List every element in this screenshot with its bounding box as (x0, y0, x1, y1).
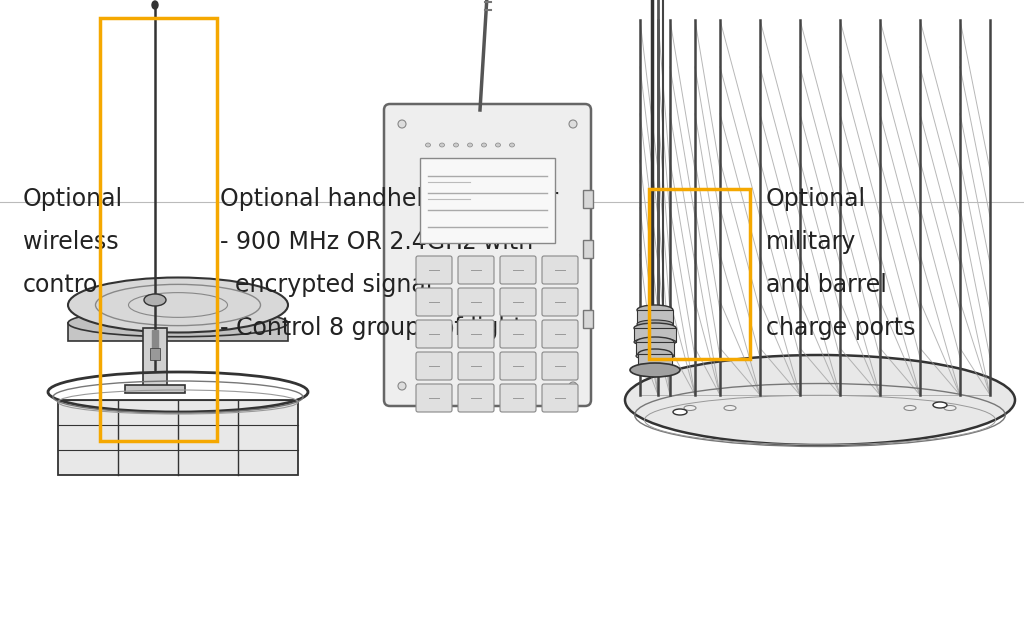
Ellipse shape (637, 305, 673, 315)
Bar (150, 348, 160, 360)
FancyBboxPatch shape (458, 256, 494, 284)
Bar (636, 342, 674, 356)
Bar (583, 310, 593, 328)
Ellipse shape (944, 406, 956, 410)
FancyBboxPatch shape (542, 288, 578, 316)
Ellipse shape (152, 1, 158, 9)
FancyBboxPatch shape (458, 288, 494, 316)
Ellipse shape (636, 352, 674, 360)
Bar (152, 330, 158, 350)
Ellipse shape (510, 143, 514, 147)
Bar (420, 158, 555, 243)
Text: charge ports: charge ports (766, 316, 915, 340)
FancyBboxPatch shape (458, 352, 494, 380)
Ellipse shape (496, 143, 501, 147)
Ellipse shape (636, 337, 674, 347)
Ellipse shape (398, 120, 406, 128)
Bar (583, 240, 593, 258)
Text: wireless: wireless (23, 231, 118, 255)
FancyBboxPatch shape (416, 256, 452, 284)
FancyBboxPatch shape (542, 384, 578, 412)
Text: Optional: Optional (766, 187, 866, 211)
Ellipse shape (144, 294, 166, 306)
Text: military: military (766, 231, 856, 255)
Text: - 900 MHz OR 2.4GHz with: - 900 MHz OR 2.4GHz with (220, 231, 534, 255)
Ellipse shape (630, 363, 680, 377)
Ellipse shape (454, 143, 459, 147)
FancyBboxPatch shape (416, 352, 452, 380)
Ellipse shape (634, 338, 676, 346)
Ellipse shape (634, 323, 676, 333)
Bar (637, 310, 673, 324)
Ellipse shape (426, 143, 430, 147)
FancyBboxPatch shape (500, 320, 536, 348)
FancyBboxPatch shape (416, 320, 452, 348)
Ellipse shape (569, 120, 577, 128)
Ellipse shape (904, 406, 916, 410)
Ellipse shape (68, 309, 288, 337)
FancyBboxPatch shape (500, 384, 536, 412)
Text: and barrel: and barrel (766, 273, 887, 297)
FancyBboxPatch shape (542, 320, 578, 348)
Text: - Control 8 groups of lights: - Control 8 groups of lights (220, 316, 536, 340)
Bar (58, 400, 298, 475)
Text: Optional handheld controller: Optional handheld controller (220, 187, 558, 211)
FancyBboxPatch shape (416, 384, 452, 412)
FancyBboxPatch shape (542, 256, 578, 284)
FancyBboxPatch shape (68, 323, 288, 341)
Ellipse shape (933, 402, 947, 408)
FancyBboxPatch shape (500, 288, 536, 316)
Text: Optional: Optional (23, 187, 123, 211)
Text: encrypted signal: encrypted signal (220, 273, 432, 297)
Bar (649, 189, 750, 359)
Ellipse shape (673, 409, 687, 415)
Bar (100, 18, 217, 441)
FancyBboxPatch shape (500, 352, 536, 380)
Ellipse shape (637, 320, 673, 328)
FancyBboxPatch shape (384, 104, 591, 406)
Bar (634, 328, 676, 342)
Ellipse shape (638, 364, 672, 372)
Ellipse shape (638, 349, 672, 359)
Bar (143, 328, 167, 388)
FancyBboxPatch shape (458, 320, 494, 348)
Ellipse shape (468, 143, 472, 147)
Ellipse shape (439, 143, 444, 147)
Text: control: control (23, 273, 104, 297)
Bar (125, 385, 185, 393)
Bar (638, 354, 672, 368)
Ellipse shape (684, 406, 696, 410)
Ellipse shape (398, 382, 406, 390)
Ellipse shape (625, 355, 1015, 445)
Bar (583, 190, 593, 208)
FancyBboxPatch shape (542, 352, 578, 380)
Ellipse shape (481, 143, 486, 147)
Ellipse shape (569, 382, 577, 390)
FancyBboxPatch shape (416, 288, 452, 316)
FancyBboxPatch shape (458, 384, 494, 412)
Ellipse shape (68, 277, 288, 333)
FancyBboxPatch shape (500, 256, 536, 284)
Ellipse shape (724, 406, 736, 410)
